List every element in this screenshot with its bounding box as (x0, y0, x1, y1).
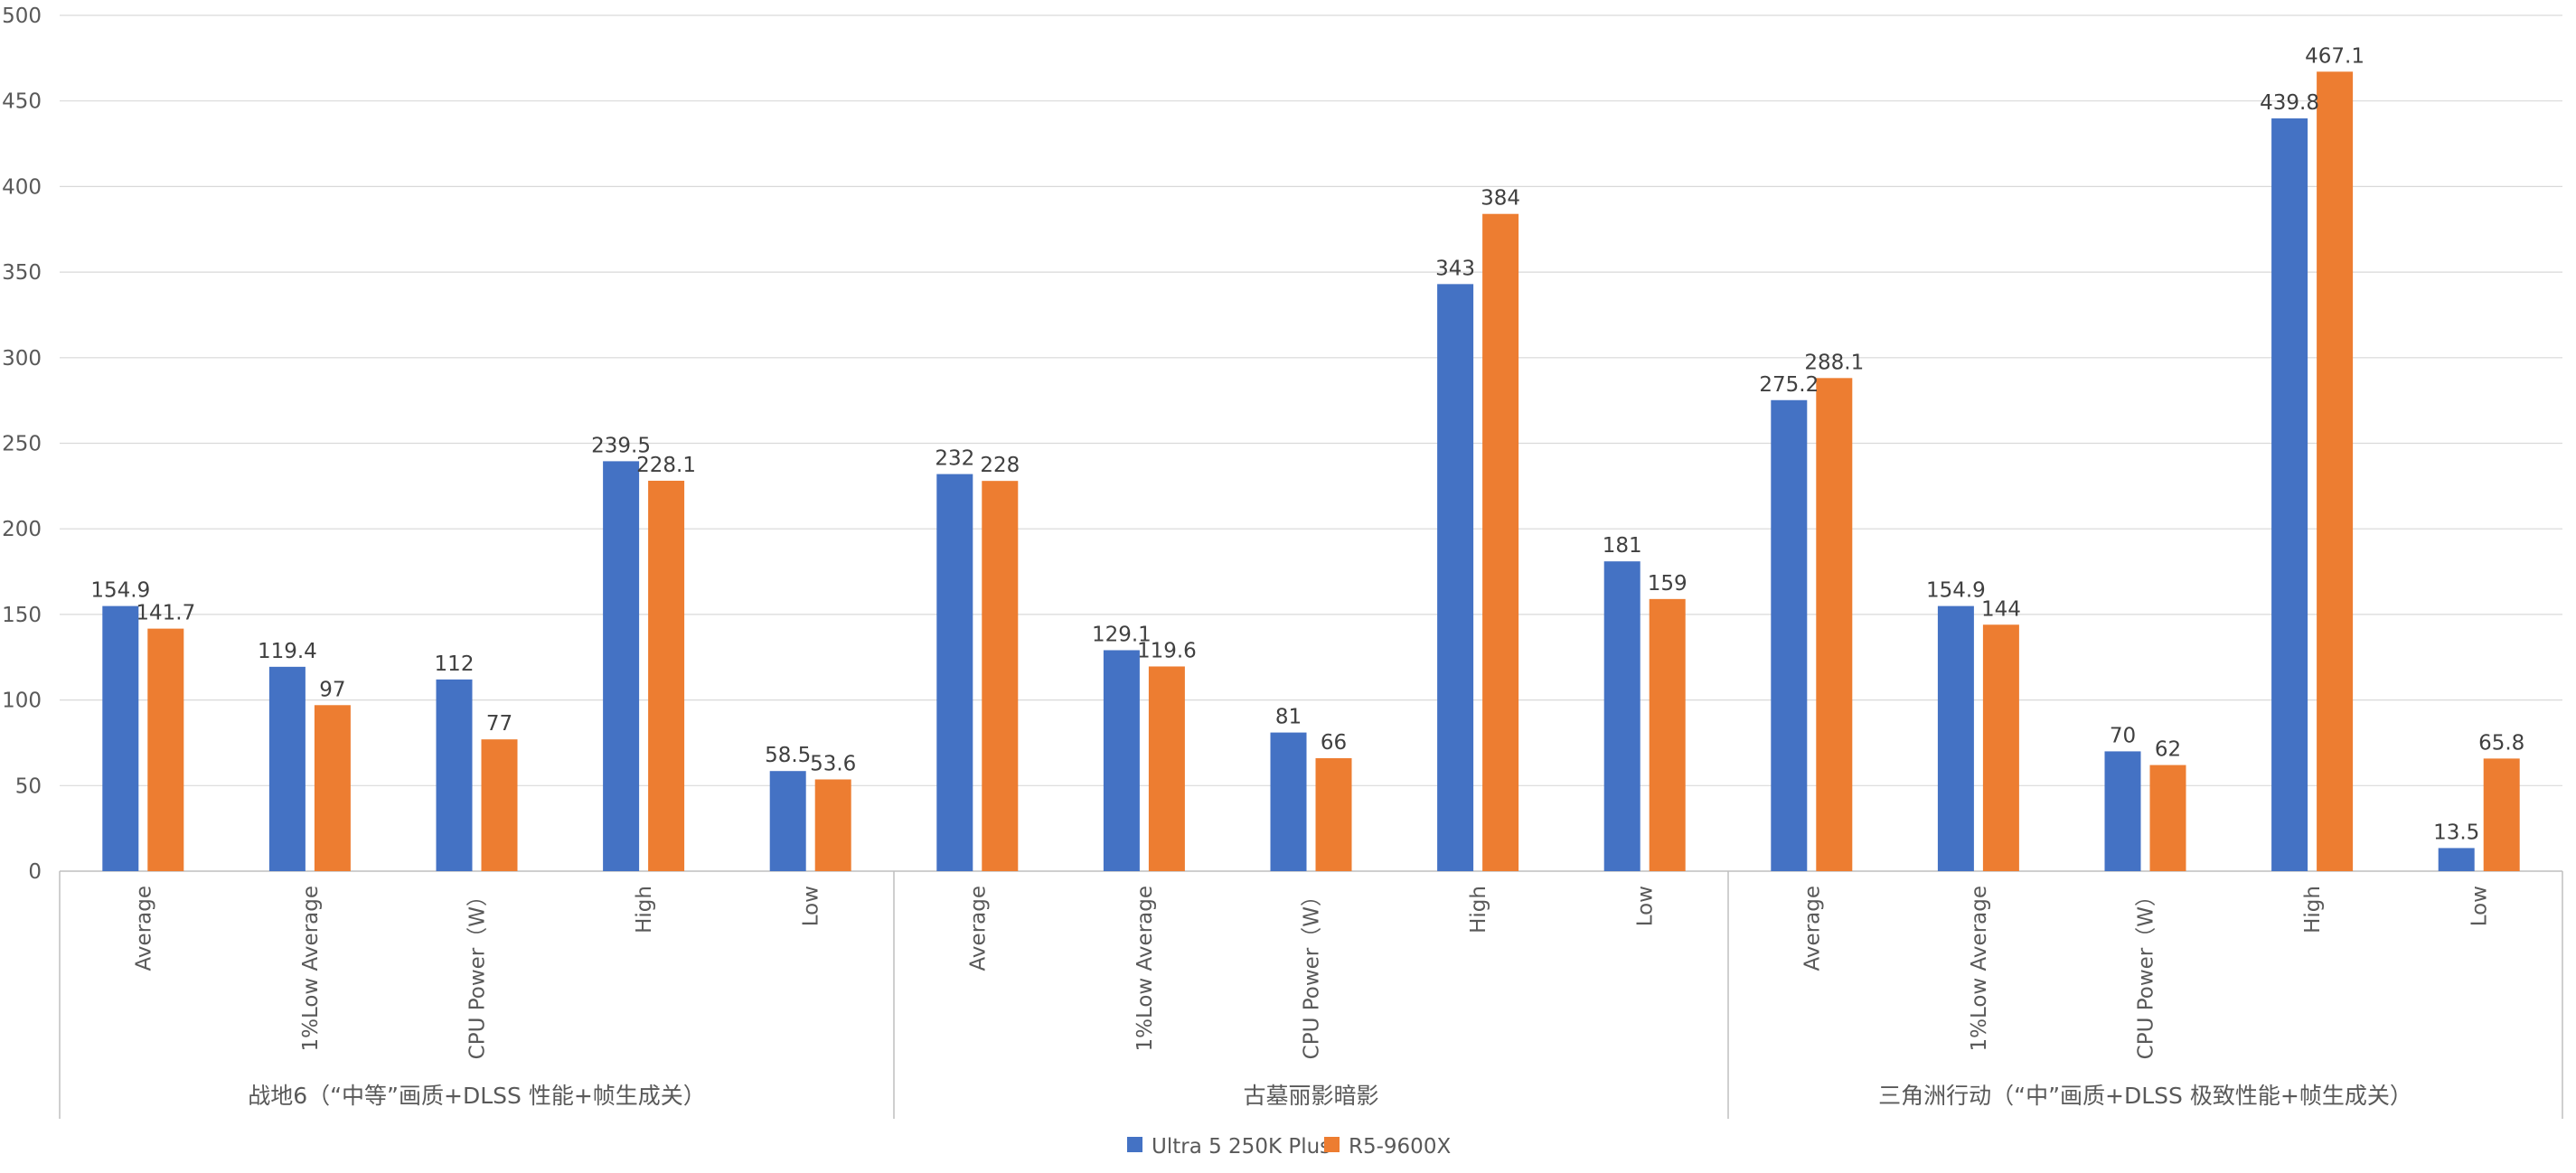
x-tick-label: CPU Power（W） (466, 886, 490, 1059)
data-label: 77 (486, 712, 512, 736)
bar (648, 480, 685, 871)
data-label: 53.6 (810, 752, 856, 775)
data-label: 239.5 (591, 434, 651, 457)
y-tick-label: 500 (2, 5, 42, 28)
data-label: 65.8 (2478, 731, 2524, 755)
data-label: 141.7 (136, 602, 195, 625)
data-label: 181 (1603, 534, 1642, 558)
data-label: 119.6 (1137, 639, 1197, 662)
data-label: 467.1 (2305, 44, 2364, 68)
group-label: 古墓丽影暗影 (1243, 1083, 1378, 1109)
group-label: 战地6（“中等”画质+DLSS 性能+帧生成关） (248, 1083, 706, 1109)
data-label: 70 (2110, 724, 2136, 747)
x-tick-label: Average (966, 886, 990, 971)
data-label: 58.5 (765, 744, 811, 767)
bar (2271, 118, 2308, 871)
data-label: 112 (435, 652, 475, 676)
bar (2104, 751, 2141, 871)
bar (102, 605, 139, 871)
x-tick-label: 1%Low Average (1133, 886, 1157, 1052)
bar (268, 666, 306, 871)
legend-swatch-series-0 (1127, 1137, 1142, 1152)
bar (1270, 732, 1307, 871)
x-tick-label: High (1467, 886, 1490, 934)
data-labels: 154.9141.7119.49711277239.5228.158.553.6… (90, 44, 2524, 844)
x-tick-label: CPU Power（W） (1301, 886, 1324, 1059)
data-label: 384 (1481, 187, 1520, 211)
bar (147, 628, 184, 871)
data-label: 343 (1435, 257, 1475, 280)
bar (1437, 284, 1474, 871)
bar (1482, 213, 1519, 872)
legend-label-series-1: R5-9600X (1349, 1135, 1451, 1159)
x-tick-label: CPU Power（W） (2135, 886, 2158, 1059)
bar (436, 679, 473, 871)
y-tick-label: 0 (28, 860, 42, 884)
bar (481, 739, 518, 871)
legend-swatch-series-1 (1324, 1137, 1340, 1152)
y-tick-label: 300 (2, 347, 42, 371)
y-tick-label: 200 (2, 518, 42, 541)
y-tick-label: 350 (2, 261, 42, 285)
data-label: 439.8 (2260, 91, 2319, 115)
data-label: 81 (1275, 706, 1302, 729)
data-label: 62 (2155, 738, 2181, 762)
bar (2438, 848, 2475, 871)
y-tick-label: 450 (2, 90, 42, 114)
data-label: 228 (980, 454, 1020, 477)
bar (936, 474, 973, 871)
x-tick-label: Average (1800, 886, 1824, 971)
bar (1982, 624, 2019, 871)
y-tick-label: 150 (2, 604, 42, 627)
data-label: 232 (935, 447, 974, 471)
bar (1816, 378, 1853, 871)
x-tick-label: Average (132, 886, 155, 971)
bar (1103, 650, 1140, 871)
bar (814, 779, 851, 871)
y-tick-label: 50 (15, 774, 42, 798)
legend-label-series-0: Ultra 5 250K Plus (1152, 1135, 1330, 1159)
data-label: 13.5 (2433, 821, 2479, 844)
x-tick-label: High (633, 886, 656, 934)
x-tick-label: Low (2468, 886, 2492, 926)
bar (1649, 598, 1686, 871)
bar (314, 705, 351, 871)
bar (1937, 605, 1974, 871)
bar (2149, 765, 2186, 871)
bar (2317, 71, 2354, 871)
bar (769, 771, 806, 871)
bar (1148, 666, 1185, 871)
bars (102, 71, 2520, 872)
y-tick-label: 400 (2, 175, 42, 199)
y-tick-label: 100 (2, 690, 42, 713)
x-tick-label: Low (1634, 886, 1658, 926)
bar (1315, 757, 1352, 871)
bar (1771, 399, 1808, 871)
data-label: 154.9 (90, 579, 150, 603)
gridlines (60, 14, 2562, 786)
bar (2483, 758, 2520, 871)
x-tick-label: Low (800, 886, 823, 926)
x-tick-label: High (2301, 886, 2325, 934)
data-label: 275.2 (1759, 373, 1819, 397)
x-tick-label: 1%Low Average (299, 886, 323, 1052)
data-label: 129.1 (1092, 623, 1152, 646)
axes: 0 50 100 150 200 250 300 350 400 450 500 战地6（“中等”画质… (2, 5, 2563, 1119)
data-label: 288.1 (1804, 351, 1864, 374)
x-tick-label: 1%Low Average (1968, 886, 1991, 1052)
data-label: 159 (1648, 572, 1688, 596)
y-tick-label: 250 (2, 433, 42, 456)
data-label: 66 (1321, 731, 1347, 755)
bar (1603, 561, 1641, 871)
data-label: 228.1 (636, 454, 696, 477)
data-label: 97 (319, 678, 345, 701)
group-label: 三角洲行动（“中”画质+DLSS 极致性能+帧生成关） (1878, 1083, 2412, 1109)
data-label: 144 (1981, 597, 2021, 621)
data-label: 119.4 (258, 640, 317, 663)
legend: Ultra 5 250K Plus R5-9600X (1127, 1135, 1451, 1159)
data-label: 154.9 (1926, 579, 1986, 603)
bar (982, 481, 1019, 871)
bar (603, 461, 640, 871)
